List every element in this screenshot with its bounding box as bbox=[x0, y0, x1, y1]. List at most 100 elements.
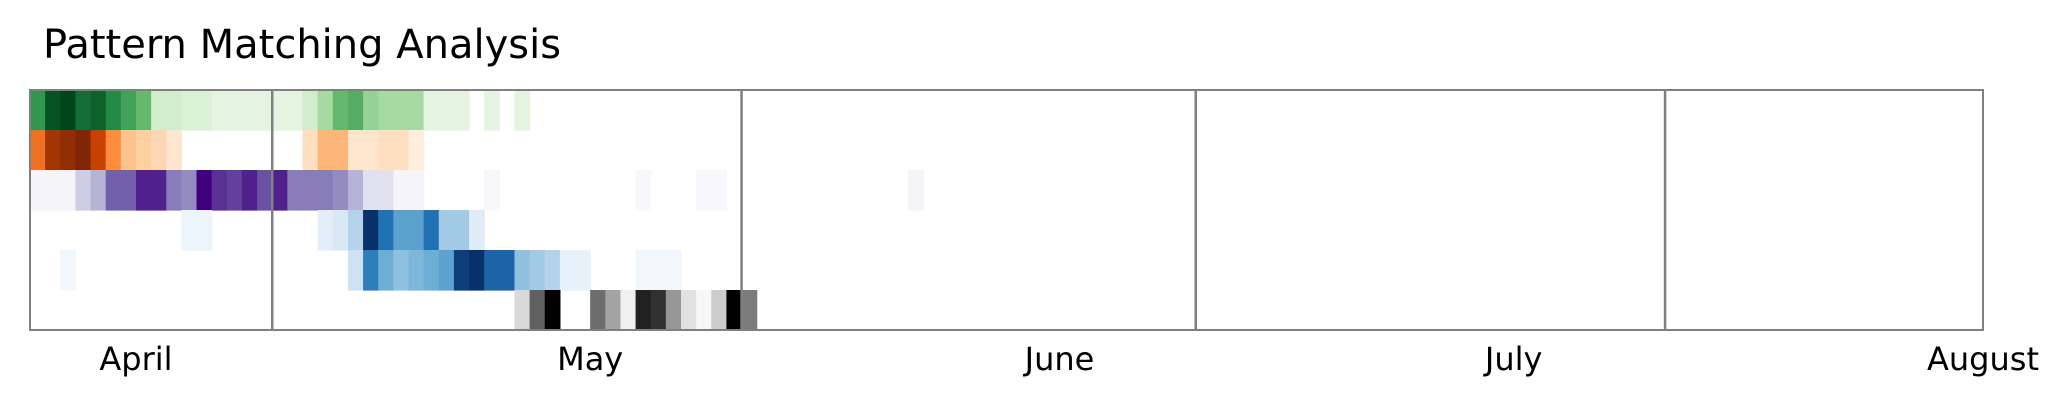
month-tick-label: May bbox=[557, 340, 623, 378]
heatmap-cell bbox=[635, 290, 652, 331]
heatmap-cell bbox=[60, 250, 77, 291]
heatmap-cell bbox=[105, 130, 122, 171]
heatmap-cell bbox=[378, 170, 394, 211]
heatmap-cell bbox=[453, 210, 470, 251]
chart-title: Pattern Matching Analysis bbox=[43, 22, 562, 68]
heatmap-cell bbox=[317, 130, 334, 171]
heatmap-cell bbox=[514, 290, 531, 331]
month-tick-labels: April May June July August bbox=[99, 340, 2039, 378]
heatmap-cell bbox=[196, 90, 213, 131]
heatmap-cell bbox=[438, 90, 455, 131]
heatmap-cell bbox=[696, 170, 712, 211]
heatmap-cell bbox=[317, 210, 334, 251]
heatmap-cell bbox=[363, 130, 379, 171]
heatmap-cell bbox=[378, 90, 394, 131]
heatmap-cells bbox=[30, 90, 924, 331]
heatmap-cell bbox=[696, 290, 712, 331]
month-separators bbox=[270, 90, 1667, 330]
heatmap-cell bbox=[544, 290, 561, 331]
heatmap-cell bbox=[484, 170, 500, 211]
heatmap-cell bbox=[120, 90, 137, 131]
heatmap-cell bbox=[181, 90, 198, 131]
heatmap-cell bbox=[681, 290, 697, 331]
heatmap-cell bbox=[166, 130, 182, 171]
heatmap-cell bbox=[484, 250, 500, 291]
heatmap-cell bbox=[347, 130, 364, 171]
heatmap-cell bbox=[45, 170, 61, 211]
heatmap-cell bbox=[120, 170, 137, 211]
heatmap-cell bbox=[45, 130, 61, 171]
heatmap-cell bbox=[151, 130, 167, 171]
month-tick-label: July bbox=[1483, 340, 1543, 378]
heatmap-cell bbox=[544, 250, 561, 291]
heatmap-cell bbox=[590, 290, 606, 331]
heatmap-cell bbox=[347, 90, 364, 131]
heatmap-cell bbox=[151, 90, 167, 131]
heatmap-cell bbox=[605, 290, 622, 331]
heatmap-cell bbox=[453, 90, 470, 131]
heatmap-cell bbox=[317, 90, 334, 131]
heatmap-cell bbox=[166, 90, 182, 131]
heatmap-cell bbox=[60, 130, 77, 171]
heatmap-cell bbox=[60, 170, 77, 211]
heatmap-cell bbox=[363, 210, 379, 251]
heatmap-cell bbox=[726, 290, 743, 331]
heatmap-cell bbox=[650, 250, 667, 291]
heatmap-cell bbox=[241, 170, 258, 211]
heatmap-cell bbox=[363, 170, 379, 211]
heatmap-cell bbox=[393, 250, 410, 291]
heatmap-cell bbox=[635, 250, 652, 291]
heatmap-cell bbox=[45, 90, 61, 131]
heatmap-cell bbox=[90, 170, 107, 211]
heatmap-cell bbox=[302, 170, 319, 211]
heatmap-cell bbox=[438, 210, 455, 251]
heatmap-cell bbox=[408, 210, 425, 251]
heatmap-cell bbox=[423, 90, 440, 131]
heatmap-cell bbox=[181, 170, 198, 211]
heatmap-cell bbox=[438, 250, 455, 291]
heatmap-cell bbox=[665, 250, 682, 291]
heatmap-cell bbox=[257, 90, 273, 131]
heatmap-cell bbox=[378, 130, 394, 171]
heatmap-cell bbox=[347, 250, 364, 291]
heatmap-cell bbox=[272, 90, 288, 131]
heatmap-cell bbox=[60, 90, 77, 131]
heatmap-cell bbox=[499, 250, 516, 291]
heatmap-cell bbox=[30, 130, 46, 171]
heatmap-cell bbox=[241, 90, 258, 131]
heatmap-cell bbox=[665, 290, 682, 331]
heatmap-cell bbox=[287, 170, 304, 211]
heatmap-cell bbox=[393, 90, 410, 131]
heatmap-cell bbox=[529, 290, 546, 331]
heatmap-cell bbox=[75, 130, 92, 171]
month-tick-label: April bbox=[99, 340, 172, 378]
heatmap-cell bbox=[635, 170, 652, 211]
heatmap-cell bbox=[620, 290, 637, 331]
heatmap-cell bbox=[75, 170, 92, 211]
heatmap-cell bbox=[408, 90, 425, 131]
month-tick-label: June bbox=[1023, 340, 1095, 378]
heatmap-cell bbox=[226, 170, 243, 211]
heatmap-cell bbox=[332, 210, 349, 251]
heatmap-cell bbox=[559, 250, 576, 291]
heatmap-cell bbox=[317, 170, 334, 211]
heatmap-cell bbox=[423, 250, 440, 291]
heatmap-cell bbox=[105, 170, 122, 211]
heatmap-cell bbox=[30, 170, 46, 211]
heatmap-cell bbox=[347, 170, 364, 211]
heatmap-cell bbox=[257, 170, 273, 211]
heatmap-cell bbox=[741, 290, 758, 331]
month-tick-label: August bbox=[1927, 340, 2039, 378]
heatmap-cell bbox=[378, 250, 394, 291]
heatmap-cell bbox=[393, 210, 410, 251]
heatmap-cell bbox=[408, 130, 425, 171]
heatmap-cell bbox=[196, 210, 213, 251]
heatmap-cell bbox=[575, 250, 591, 291]
heatmap-cell bbox=[469, 250, 485, 291]
heatmap-cell bbox=[135, 130, 152, 171]
heatmap-cell bbox=[408, 250, 425, 291]
heatmap-cell bbox=[484, 90, 500, 131]
heatmap-cell bbox=[287, 90, 304, 131]
heatmap-cell bbox=[211, 170, 228, 211]
